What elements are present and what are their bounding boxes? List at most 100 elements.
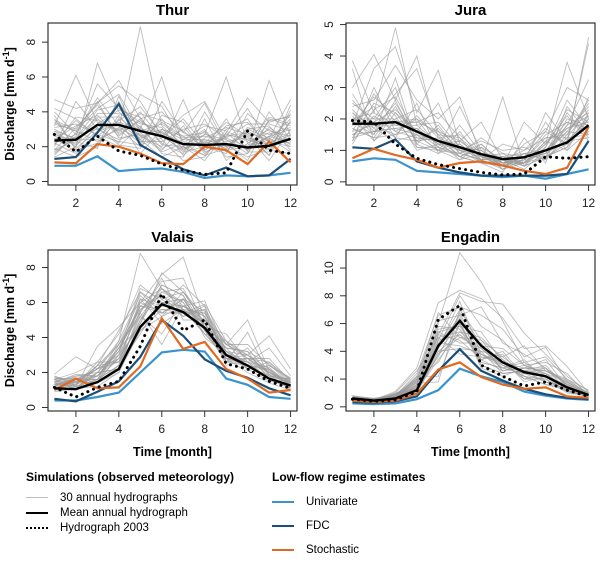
y-axis-label: Discharge [mm d-1] — [1, 274, 17, 388]
y-tick-label: 3 — [322, 84, 336, 91]
y-tick-label: 0 — [322, 178, 336, 185]
legend-item-univariate: Univariate — [272, 490, 425, 514]
panel-title: Jura — [455, 2, 487, 19]
annual-hydrograph-line — [54, 121, 291, 148]
annual-hydrograph-line — [351, 86, 589, 167]
legend-simulations: Simulations (observed meteorology) 30 an… — [26, 470, 234, 535]
x-axis-label: Time [month] — [431, 445, 510, 459]
y-tick-label: 2 — [322, 375, 336, 382]
panel-thur: Thur 2 4 6 8 10 12 0 2 4 6 8 Discharge [mm d-1] — [1, 2, 298, 210]
y-tick-label: 6 — [24, 73, 38, 80]
x-tick-label: 8 — [499, 196, 506, 210]
hydrograph-2003-line — [52, 128, 293, 177]
y-tick-label: 6 — [322, 320, 336, 327]
plot-frame — [47, 249, 298, 412]
annual-hydrograph-line — [352, 118, 589, 167]
x-tick-label: 10 — [241, 422, 255, 436]
y-tick-label: 6 — [24, 299, 38, 306]
x-tick-label: 4 — [413, 196, 420, 210]
hydrograph-2003-line — [350, 119, 591, 177]
mean-annual-hydrograph-line — [352, 318, 589, 402]
annual-hydrograph-line — [352, 342, 589, 401]
y-tick-label: 8 — [24, 39, 38, 46]
x-tick-label: 2 — [73, 422, 80, 436]
x-tick-label: 10 — [539, 422, 553, 436]
mean-annual-hydrograph-line — [54, 302, 291, 391]
annual-hydrograph-line — [54, 287, 291, 387]
legend-label: Univariate — [306, 496, 358, 508]
y-tick-label: 2 — [322, 115, 336, 122]
annual-hydrograph-line — [54, 298, 291, 384]
plot-area — [350, 251, 591, 406]
stochastic-line — [352, 361, 589, 404]
x-tick-label: 6 — [158, 196, 165, 210]
legend-swatch-stochastic — [272, 549, 294, 551]
plot-area — [52, 26, 293, 180]
legend-estimates: Low-flow regime estimates Univariate FDC… — [272, 470, 425, 562]
legend-item-fdc: FDC — [272, 514, 425, 538]
annual-hydrograph-line — [352, 289, 589, 401]
plot-frame — [345, 22, 596, 186]
annual-hydrograph-line — [54, 100, 291, 156]
y-tick-label: 4 — [24, 108, 38, 115]
legend-estimates-title: Low-flow regime estimates — [272, 470, 426, 484]
y-tick-label: 8 — [322, 292, 336, 299]
legend-item-stochastic: Stochastic — [272, 538, 425, 562]
legend-item-mean-hydrograph: Mean annual hydrograph — [26, 505, 234, 520]
y-tick-label: 0 — [322, 403, 336, 410]
y-tick-label: 0 — [24, 404, 38, 411]
legend-swatch-thin-grey — [26, 497, 48, 498]
stochastic-line — [54, 139, 292, 166]
annual-hydrograph-line — [54, 256, 291, 387]
annual-hydrograph-line — [352, 99, 589, 164]
y-tick-label: 8 — [24, 264, 38, 271]
annual-hydrograph-line — [54, 291, 291, 391]
x-tick-label: 12 — [284, 196, 298, 210]
mean-annual-hydrograph-line — [352, 120, 590, 161]
x-tick-label: 4 — [413, 422, 420, 436]
univariate-line — [54, 155, 291, 180]
legend-item-hydrograph-2003: Hydrograph 2003 — [26, 520, 234, 535]
x-tick-label: 12 — [582, 196, 596, 210]
annual-hydrograph-line — [54, 61, 291, 156]
legend-label: Hydrograph 2003 — [60, 521, 149, 534]
y-tick-label: 5 — [322, 21, 336, 28]
stochastic-line — [53, 316, 291, 394]
y-tick-label: 4 — [24, 334, 38, 341]
panel-valais: Valais 2 4 6 8 10 12 0 2 4 6 8 Discharge [mm d-1] Tim… — [1, 229, 298, 459]
x-tick-label: 2 — [371, 422, 378, 436]
legend-swatch-thick-black — [26, 511, 48, 514]
stochastic-line — [351, 126, 590, 176]
legend-swatch-dotted-black — [26, 526, 48, 529]
x-tick-label: 10 — [539, 196, 553, 210]
y-tick-label: 4 — [322, 348, 336, 355]
annual-hydrograph-line — [352, 306, 589, 402]
panel-title: Engadin — [441, 229, 500, 246]
x-tick-label: 2 — [371, 196, 378, 210]
plot-area — [350, 27, 591, 180]
y-tick-label: 2 — [24, 369, 38, 376]
x-tick-label: 6 — [456, 196, 463, 210]
x-tick-label: 8 — [201, 422, 208, 436]
plot-frame — [345, 249, 596, 412]
x-tick-label: 12 — [284, 422, 298, 436]
annual-hydrograph-line — [54, 294, 291, 382]
annual-hydrograph-line — [352, 292, 589, 402]
annual-hydrograph-line — [352, 121, 589, 164]
panel-engadin: Engadin 2 4 6 8 10 12 0 2 4 6 8 10 Time [month] — [322, 229, 596, 459]
legend-simulations-title: Simulations (observed meteorology) — [26, 470, 235, 484]
x-tick-label: 6 — [456, 422, 463, 436]
x-tick-label: 2 — [73, 196, 80, 210]
plot-frame — [47, 22, 298, 186]
x-axis-label: Time [month] — [133, 445, 212, 459]
y-tick-label: 0 — [24, 178, 38, 185]
legend-label: FDC — [306, 520, 330, 532]
y-tick-label: 2 — [24, 143, 38, 150]
hydrograph-2003-line — [52, 290, 293, 399]
legend-label: Mean annual hydrograph — [60, 506, 188, 519]
y-tick-label: 1 — [322, 147, 336, 154]
legend-label: Stochastic — [306, 544, 360, 556]
panel-title: Thur — [156, 2, 189, 19]
x-tick-label: 4 — [115, 422, 122, 436]
y-tick-label: 10 — [322, 261, 336, 275]
